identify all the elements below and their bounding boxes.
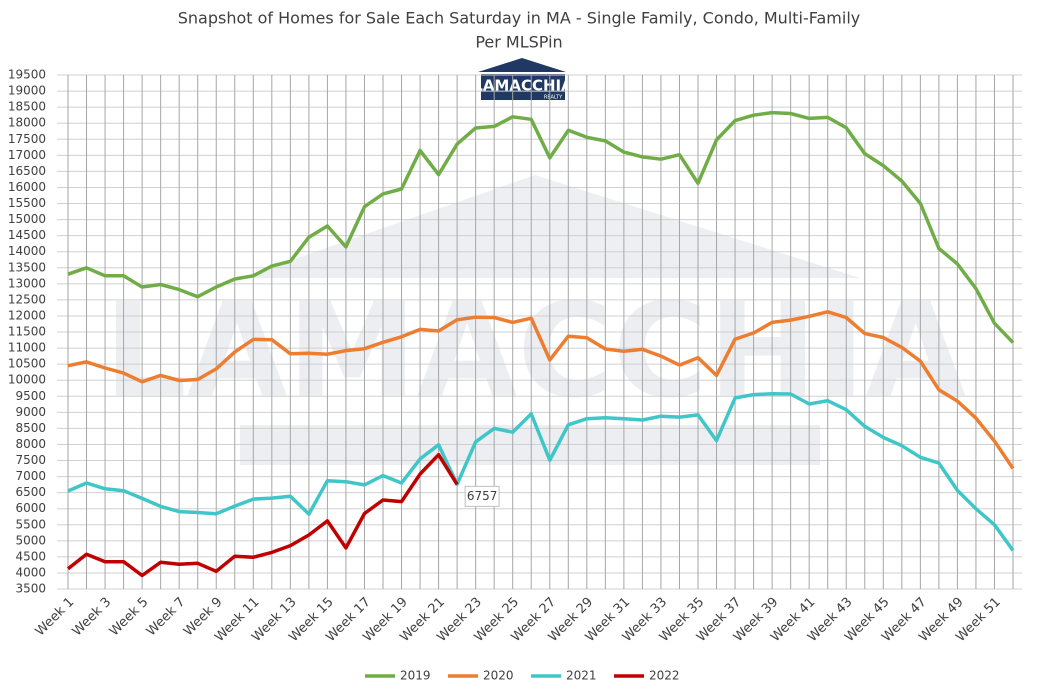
legend-label: 2019 bbox=[400, 669, 431, 683]
y-tick-label: 10500 bbox=[8, 357, 46, 371]
data-label: 6757 bbox=[467, 489, 498, 503]
y-tick-label: 12000 bbox=[8, 308, 46, 322]
logo: LAMACCHIA REALTY bbox=[473, 58, 573, 101]
y-tick-label: 16500 bbox=[8, 164, 46, 178]
y-tick-label: 17500 bbox=[8, 132, 46, 146]
y-tick-label: 12500 bbox=[8, 292, 46, 306]
y-tick-label: 11500 bbox=[8, 325, 46, 339]
y-tick-label: 19000 bbox=[8, 84, 46, 98]
y-tick-label: 6000 bbox=[15, 501, 46, 515]
y-tick-label: 5500 bbox=[15, 517, 46, 531]
series-line bbox=[67, 110, 1015, 344]
series-line bbox=[67, 310, 1015, 470]
x-tick-label: Week 7 bbox=[144, 595, 189, 640]
series-line bbox=[67, 391, 1015, 552]
x-tick-label: Week 5 bbox=[107, 595, 152, 640]
legend-label: 2020 bbox=[483, 669, 514, 683]
y-tick-label: 9000 bbox=[15, 405, 46, 419]
y-tick-label: 5000 bbox=[15, 533, 46, 547]
logo-box bbox=[481, 74, 565, 100]
y-tick-label: 13500 bbox=[8, 260, 46, 274]
logo-tagline: REALTY bbox=[544, 95, 563, 101]
y-tick-label: 3500 bbox=[15, 582, 46, 596]
y-tick-label: 16000 bbox=[8, 180, 46, 194]
chart-subtitle: Per MLSPin bbox=[475, 33, 562, 52]
series-line bbox=[66, 452, 459, 578]
y-tick-label: 15500 bbox=[8, 196, 46, 210]
y-tick-label: 17000 bbox=[8, 148, 46, 162]
y-tick-label: 9500 bbox=[15, 389, 46, 403]
y-tick-label: 4000 bbox=[15, 565, 46, 579]
y-tick-label: 18000 bbox=[8, 116, 46, 130]
y-tick-label: 4500 bbox=[15, 549, 46, 563]
y-tick-label: 8000 bbox=[15, 437, 46, 451]
watermark-band bbox=[240, 425, 820, 465]
y-tick-label: 15000 bbox=[8, 212, 46, 226]
chart-title: Snapshot of Homes for Sale Each Saturday… bbox=[178, 9, 861, 28]
legend-label: 2021 bbox=[566, 669, 597, 683]
y-tick-label: 14500 bbox=[8, 228, 46, 242]
y-tick-label: 6500 bbox=[15, 485, 46, 499]
y-tick-label: 13000 bbox=[8, 276, 46, 290]
y-tick-label: 14000 bbox=[8, 244, 46, 258]
logo-roof bbox=[478, 58, 566, 72]
y-tick-label: 18500 bbox=[8, 100, 46, 114]
y-tick-label: 7500 bbox=[15, 453, 46, 467]
x-tick-label: Week 1 bbox=[33, 595, 78, 640]
data-label-box bbox=[464, 485, 500, 507]
legend-label: 2022 bbox=[649, 669, 680, 683]
y-tick-label: 10000 bbox=[8, 373, 46, 387]
logo-name: LAMACCHIA bbox=[473, 77, 573, 95]
y-tick-label: 11000 bbox=[8, 341, 46, 355]
x-tick-label: Week 3 bbox=[70, 595, 115, 640]
y-tick-label: 8500 bbox=[15, 421, 46, 435]
y-tick-label: 19500 bbox=[8, 68, 46, 82]
y-tick-label: 7000 bbox=[15, 469, 46, 483]
